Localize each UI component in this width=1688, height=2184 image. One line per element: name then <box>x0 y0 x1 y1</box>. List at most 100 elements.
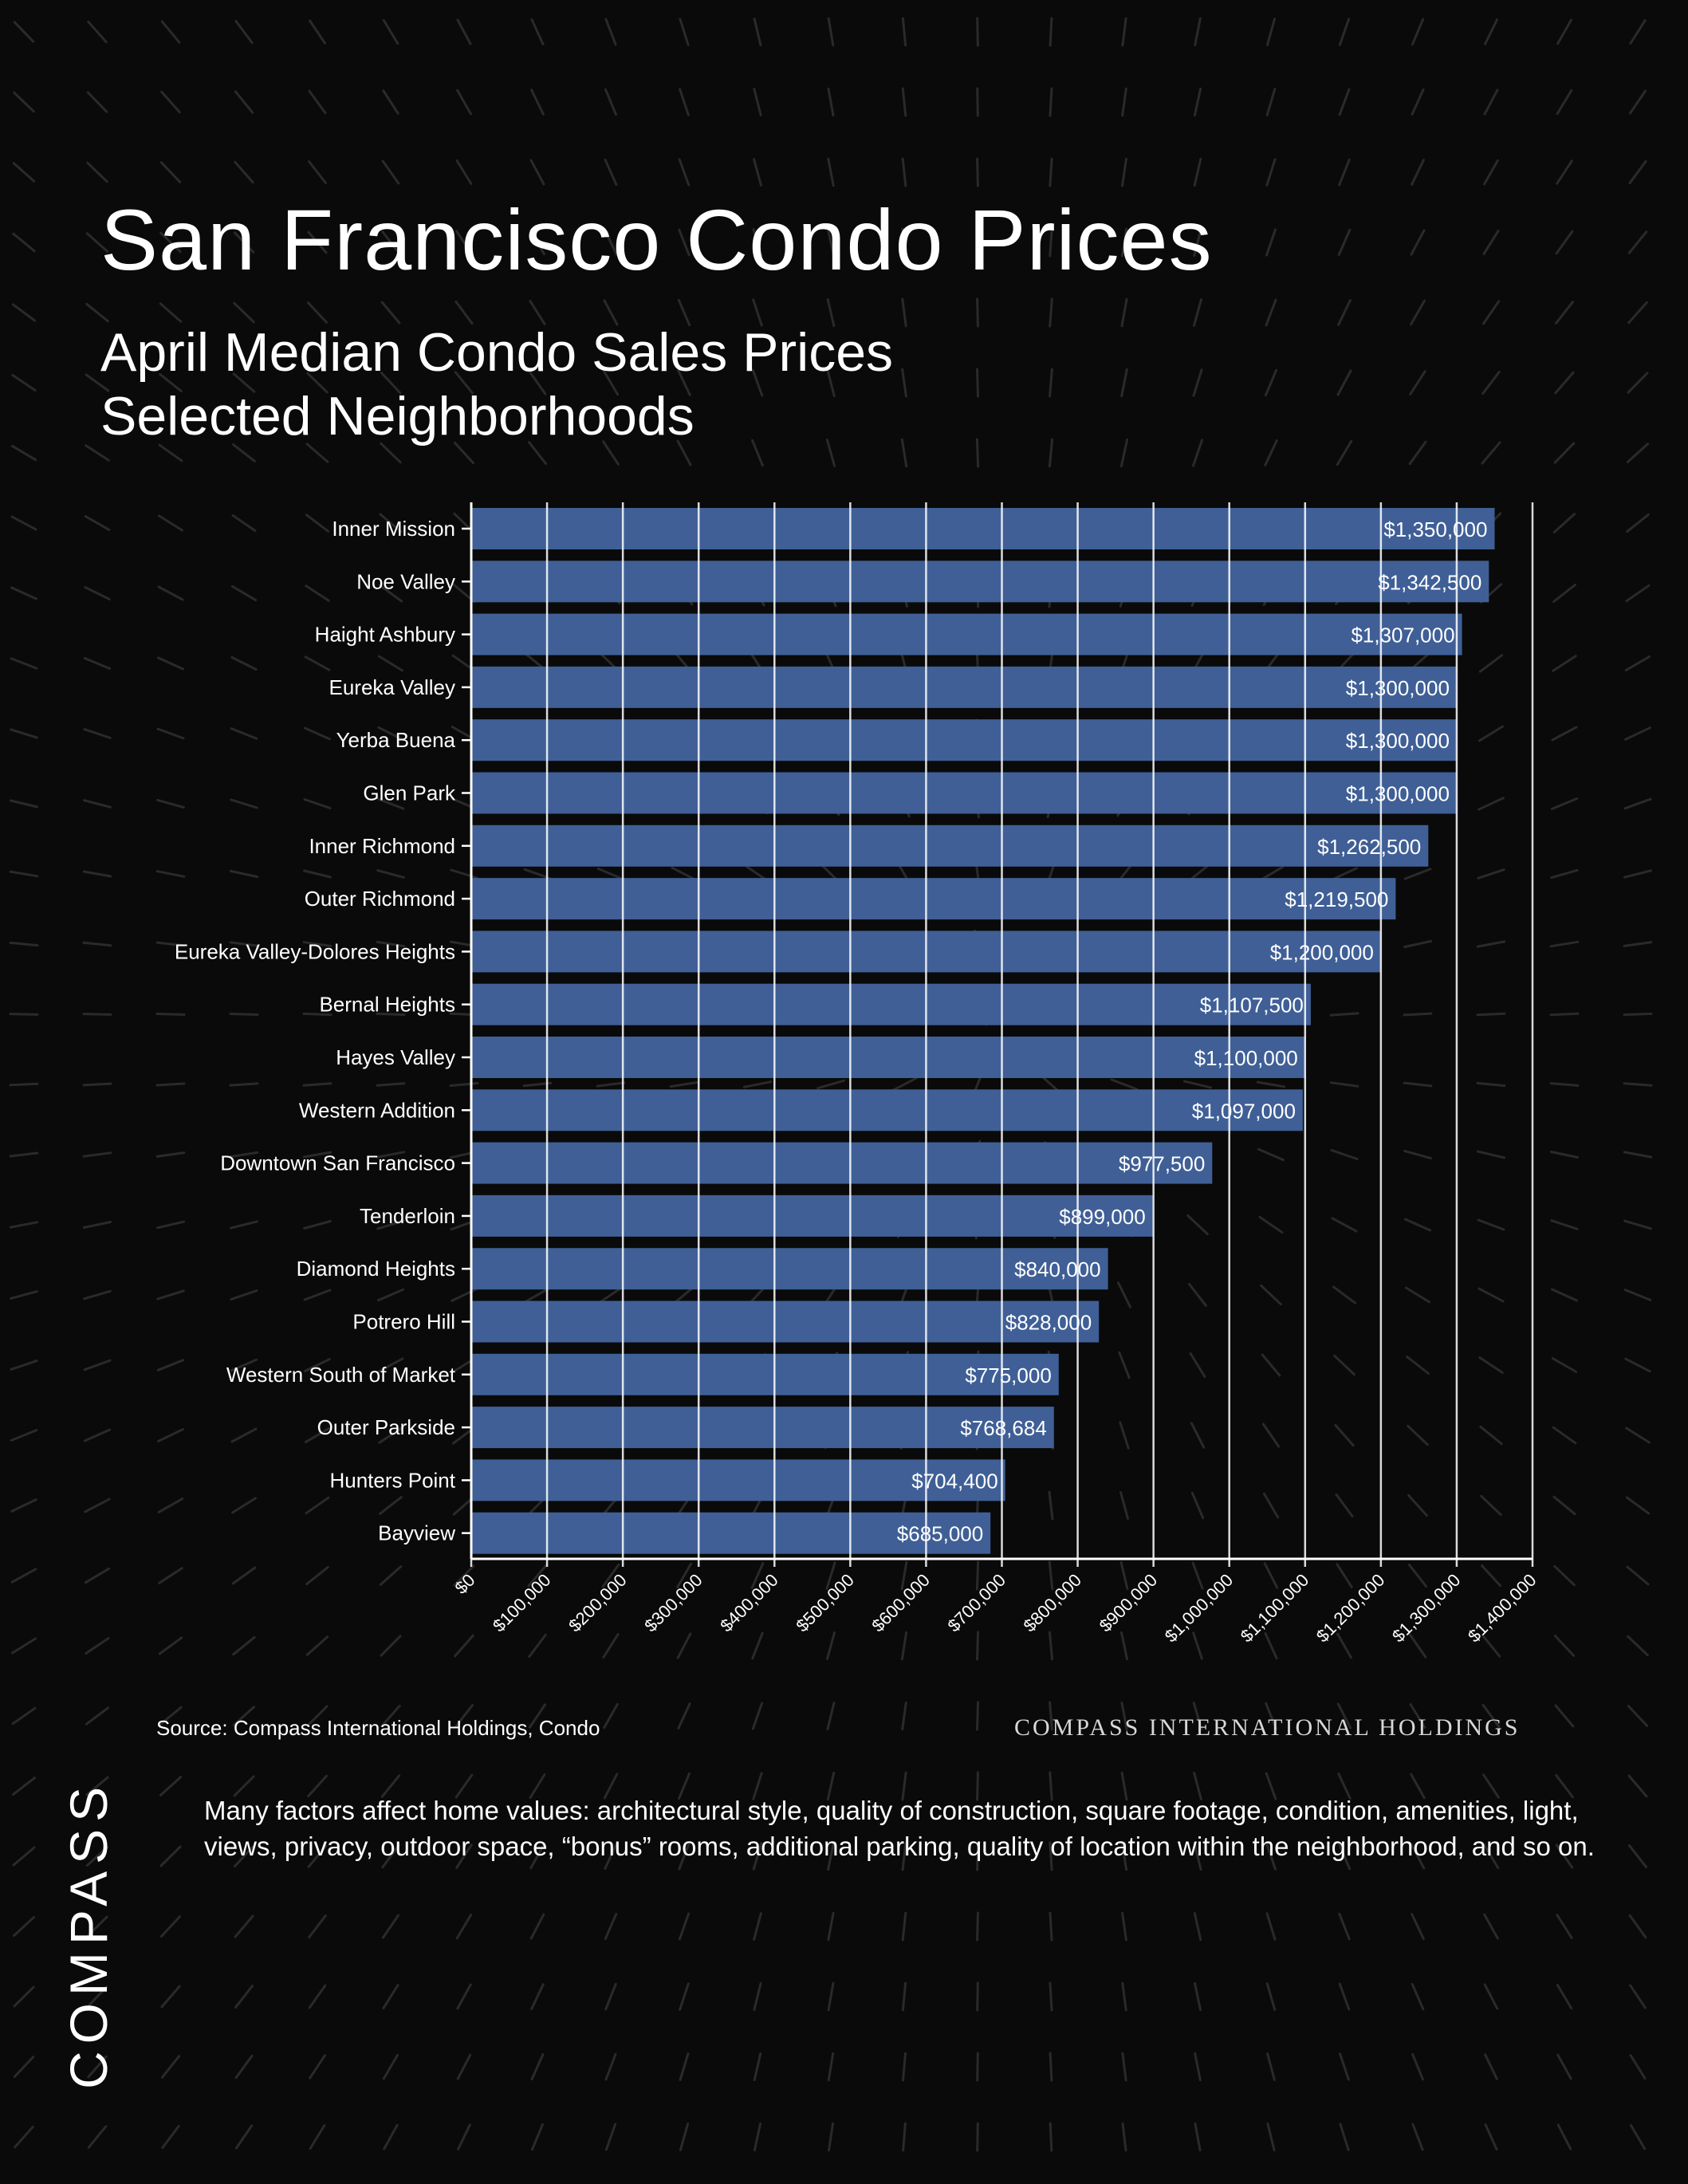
background-dash <box>454 1704 474 1728</box>
background-dash <box>230 1427 258 1443</box>
background-dash <box>302 1012 332 1017</box>
background-dash <box>380 442 402 464</box>
background-dash <box>1403 1012 1433 1017</box>
background-dash <box>376 940 406 948</box>
background-dash <box>1626 513 1650 533</box>
background-dash <box>530 1983 545 2010</box>
background-dash <box>454 300 474 325</box>
background-dash <box>376 1012 406 1017</box>
page-subtitle: April Median Condo Sales Prices Selected… <box>100 321 893 448</box>
background-dash <box>379 1496 403 1515</box>
background-dash <box>377 726 404 742</box>
background-dash <box>1411 1982 1425 2011</box>
background-dash <box>1193 87 1202 117</box>
background-dash <box>85 1637 110 1655</box>
background-dash <box>529 229 545 256</box>
background-dash <box>306 1705 329 1727</box>
background-dash <box>530 89 545 116</box>
background-dash <box>1623 797 1652 810</box>
background-dash <box>529 300 546 325</box>
background-dash <box>1627 301 1648 325</box>
background-dash <box>82 1151 112 1158</box>
background-dash <box>1121 157 1127 187</box>
background-dash <box>1482 1843 1500 1870</box>
background-dash <box>1481 441 1501 465</box>
background-dash <box>1258 1215 1284 1234</box>
background-dash <box>305 1635 329 1656</box>
background-dash <box>1194 1981 1202 2012</box>
background-dash <box>1120 1771 1128 1801</box>
background-dash <box>230 727 258 740</box>
background-dash <box>1482 230 1500 255</box>
background-dash <box>1331 867 1358 881</box>
background-dash <box>1407 1493 1428 1517</box>
x-tick-label: $1,300,000 <box>1388 1570 1465 1647</box>
background-dash <box>1335 1493 1354 1518</box>
background-dash <box>230 655 258 671</box>
background-dash <box>530 2053 545 2080</box>
background-dash <box>159 302 183 323</box>
category-label: Eureka Valley-Dolores Heights <box>175 939 455 963</box>
background-dash <box>604 1912 618 1941</box>
background-dash <box>1629 19 1647 45</box>
background-dash <box>826 1702 836 1730</box>
category-label: Downtown San Francisco <box>220 1151 455 1175</box>
value-label: $828,000 <box>1005 1311 1092 1335</box>
x-tick-label: $1,000,000 <box>1161 1570 1237 1647</box>
background-dash <box>901 1981 907 2012</box>
background-dash <box>1483 1913 1499 1940</box>
background-dash <box>751 1631 764 1660</box>
background-dash <box>1339 2123 1350 2151</box>
background-dash <box>1556 89 1573 115</box>
background-dash <box>1264 368 1278 397</box>
value-label: $977,500 <box>1119 1152 1205 1176</box>
bar-bayview <box>471 1512 991 1554</box>
background-dash <box>10 1429 38 1442</box>
background-dash <box>455 1844 473 1869</box>
compass-logo: COMPASS <box>59 1779 118 2089</box>
background-dash <box>1476 1081 1506 1088</box>
background-dash <box>1120 1631 1128 1661</box>
background-dash <box>1049 1631 1053 1661</box>
background-dash <box>1265 1982 1277 2011</box>
value-label: $1,300,000 <box>1346 782 1450 806</box>
background-dash <box>11 303 37 322</box>
x-tick-label: $900,000 <box>1096 1570 1162 1636</box>
background-dash <box>378 584 403 603</box>
background-dash <box>233 301 255 324</box>
category-label: Outer Parkside <box>317 1415 455 1439</box>
background-dash <box>603 299 619 326</box>
background-dash <box>13 21 35 43</box>
background-dash <box>1338 18 1351 46</box>
background-dash <box>678 158 691 187</box>
background-dash <box>13 91 35 113</box>
background-dash <box>233 1775 255 1797</box>
background-dash <box>529 1773 546 1799</box>
background-dash <box>231 1497 257 1514</box>
background-dash <box>158 1567 183 1584</box>
background-dash <box>1403 939 1433 949</box>
background-dash <box>1410 1773 1426 1800</box>
background-dash <box>604 159 618 186</box>
background-dash <box>1192 1702 1203 1730</box>
background-dash <box>677 369 691 396</box>
background-dash <box>87 20 108 44</box>
background-dash <box>531 2123 544 2151</box>
background-dash <box>9 1151 39 1158</box>
background-dash <box>456 2053 472 2080</box>
bar-noe-valley <box>471 561 1489 603</box>
background-dash <box>1120 368 1128 398</box>
background-dash <box>1121 87 1127 117</box>
background-dash <box>9 1013 39 1016</box>
background-dash <box>1261 1353 1281 1377</box>
value-label: $775,000 <box>965 1364 1051 1387</box>
background-dash <box>456 1983 472 2010</box>
background-dash <box>1337 1773 1352 1800</box>
background-dash <box>1477 1150 1505 1159</box>
background-dash <box>1408 440 1427 466</box>
value-label: $685,000 <box>897 1522 983 1546</box>
background-dash <box>155 1220 186 1230</box>
background-dash <box>12 232 36 253</box>
background-dash <box>229 869 259 879</box>
background-dash <box>1476 1012 1506 1017</box>
